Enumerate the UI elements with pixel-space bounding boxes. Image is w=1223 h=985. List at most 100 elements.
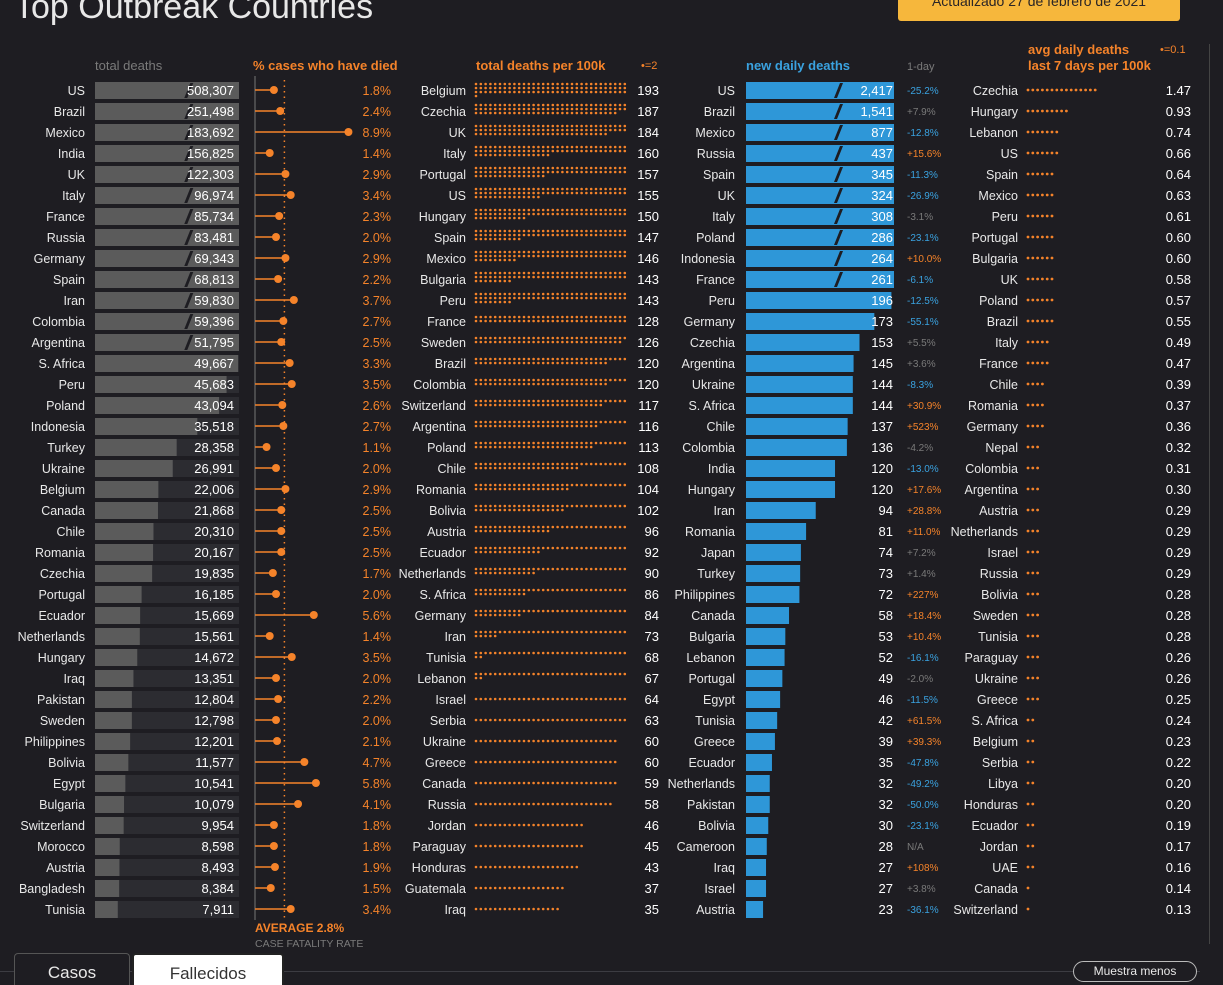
pct-dot [344,128,353,136]
pct-dot [274,275,283,283]
per100k-dot [565,441,569,445]
per100k-dot [613,292,617,296]
per100k-dot [513,420,516,424]
per100k-dot [527,630,531,634]
per100k-dot [570,254,574,258]
per100k-dot [585,697,588,701]
per100k-dot [513,86,516,90]
per100k-dot [503,424,507,428]
per100k-dot [527,781,531,785]
per100k-dot [537,823,540,827]
avg-value-label: 0.49 [1166,335,1191,350]
per100k-dot [489,546,492,550]
per100k-dot [604,229,607,233]
avg-dot [1031,403,1035,407]
avg-dot [1031,739,1035,743]
pct-value-label: 2.2% [363,693,392,707]
per100k-dot [493,357,497,361]
per100k-dot [508,588,511,592]
per100k-dot [513,124,516,128]
total-bar [95,166,239,183]
avg-country-label: UK [1001,273,1019,287]
pct-value-label: 2.5% [363,336,392,350]
per100k-dot [537,508,540,512]
per100k-dot [484,229,487,233]
per100k-dot [522,170,526,174]
per100k-dot [565,378,569,382]
pct-value-label: 8.9% [363,126,392,140]
per100k-dot [580,229,583,233]
per100k-value-label: 146 [637,251,659,266]
per100k-dot [594,483,598,487]
per100k-dot [503,739,507,743]
per100k-dot [522,315,526,319]
per100k-dot [618,315,622,319]
per100k-dot [585,233,588,237]
per100k-dot [513,174,516,178]
per100k-dot [561,233,564,237]
daily-change-label: -3.1% [907,212,933,223]
per100k-dot [513,258,516,262]
per100k-dot [537,424,540,428]
per100k-dot [546,212,550,216]
per100k-dot [532,340,535,344]
per100k-dot [561,111,564,115]
avg-dot [1031,424,1035,428]
per100k-dot [498,254,502,258]
avg-dot [1031,802,1035,806]
per100k-dot [527,399,531,403]
per100k-dot [594,802,598,806]
per100k-dot [585,399,588,403]
per100k-dot [618,399,622,403]
per100k-dot [493,504,497,508]
avg-value-label: 0.60 [1166,230,1191,245]
per100k-dot [604,315,607,319]
per100k-dot [609,336,612,340]
per100k-dot [599,697,603,701]
per100k-dot [570,760,574,764]
avg-dot [1050,256,1054,260]
tab-casos[interactable]: Casos [14,953,130,985]
per100k-dot [489,441,492,445]
per100k-dot [589,420,593,424]
per100k-dot [541,229,545,233]
per100k-dot [513,672,516,676]
per100k-dot [613,86,617,90]
per100k-dot [479,718,483,722]
per100k-dot [513,718,516,722]
per100k-dot [604,357,607,361]
per100k-dot [537,233,540,237]
per100k-dot [623,697,627,701]
per100k-dot [546,229,550,233]
per100k-dot [585,651,588,655]
per100k-dot [513,445,516,449]
per100k-dot [561,718,564,722]
per100k-dot [522,483,526,487]
per100k-dot [618,296,622,300]
per100k-dot [575,275,579,279]
per100k-dot [556,865,559,869]
pct-dot [277,527,286,535]
per100k-dot [561,254,564,258]
per100k-dot [489,550,492,554]
total-value-label: 45,683 [194,377,234,392]
per100k-dot [498,525,502,529]
per100k-dot [599,296,603,300]
per100k-dot [527,739,531,743]
per100k-dot [599,315,603,319]
per100k-dot [522,187,526,191]
per100k-dot [503,508,507,512]
per100k-dot [498,279,502,283]
total-country-label: Iraq [63,672,85,686]
per100k-dot [532,187,535,191]
per100k-dot [484,216,487,220]
per100k-dot [561,319,564,323]
per100k-dot [517,111,521,115]
per100k-dot [561,103,564,107]
tab-fallecidos[interactable]: Fallecidos [132,953,284,985]
per100k-dot [517,504,521,508]
show-less-button[interactable]: Muestra menos [1073,961,1197,982]
per100k-dot [551,145,555,149]
per100k-dot [589,403,593,407]
total-value-label: 16,185 [194,587,234,602]
